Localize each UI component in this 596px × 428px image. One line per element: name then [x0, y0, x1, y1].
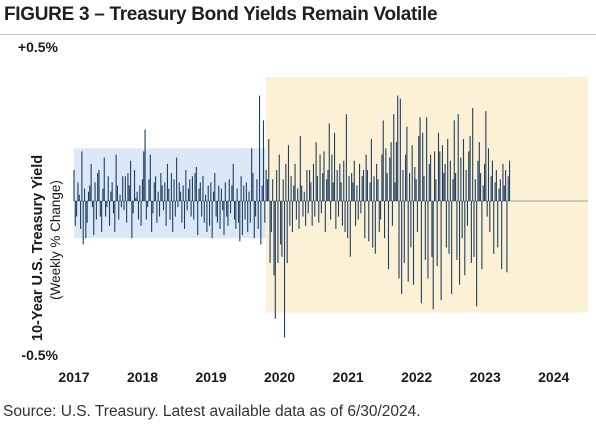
x-tick-label: 2021	[333, 369, 364, 385]
x-tick-label: 2022	[401, 369, 432, 385]
x-tick-label: 2018	[127, 369, 158, 385]
x-tick-label: 2020	[264, 369, 295, 385]
x-tick-labels: 2017 2018 2019 2020 2021 2022 2023 2024	[58, 369, 569, 385]
bar-chart: +0.5%-0.5% 2017 2018 2019 2020 2021 2022 2023 2…	[18, 39, 588, 385]
shaded-regions	[74, 77, 588, 313]
x-tick-label: 2024	[538, 369, 569, 385]
y-axis-sublabel: (Weekly % Change)	[48, 180, 63, 300]
title-divider	[0, 34, 596, 35]
y-tick-labels: +0.5% -0.5%	[18, 39, 59, 363]
y-axis-label: 10-Year U.S. Treasury Yield	[30, 155, 46, 341]
y-tick-label: +0.5%	[18, 39, 59, 55]
figure-title: FIGURE 3 – Treasury Bond Yields Remain V…	[4, 4, 438, 25]
y-tick-label: -0.5%	[21, 347, 58, 363]
y-axis-title: 10-Year U.S. Treasury Yield (Weekly % Ch…	[30, 155, 63, 341]
x-tick-label: 2019	[195, 369, 226, 385]
bar-series	[73, 95, 511, 338]
source-note: Source: U.S. Treasury. Latest available …	[3, 403, 421, 420]
x-tick-label: 2023	[470, 369, 501, 385]
x-tick-label: 2017	[58, 369, 89, 385]
pre-2020-shaded-band	[74, 148, 266, 239]
